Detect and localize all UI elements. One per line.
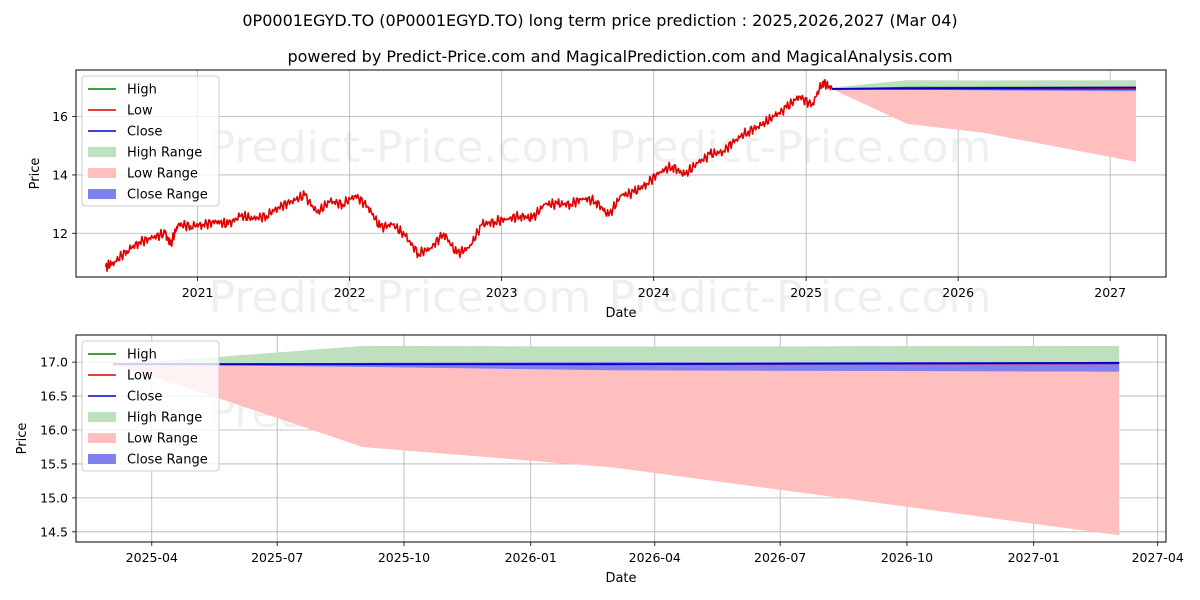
plot-frame <box>75 334 1167 543</box>
low-range-band <box>113 364 1120 536</box>
watermark-text: Predict-Price.com <box>609 122 992 173</box>
legend-box <box>81 340 220 472</box>
y-tick-label: 15.0 <box>40 490 68 505</box>
legend-swatch <box>88 454 116 464</box>
legend-label: Low Range <box>127 167 198 182</box>
x-tick-label: 2022 <box>334 285 366 300</box>
legend-label: Low <box>127 104 153 119</box>
legend-label: High <box>127 348 157 363</box>
legend-label: Close Range <box>127 188 208 203</box>
y-tick-label: 16.0 <box>40 423 68 438</box>
legend-label: Low Range <box>127 432 198 447</box>
forecast-panel: Predict-Price.comPredict-Price.com2025-0… <box>15 334 1184 586</box>
x-tick-label: 2027-04 <box>1132 550 1184 565</box>
x-tick-label: 2027 <box>1094 285 1126 300</box>
x-tick-label: 2026 <box>942 285 974 300</box>
x-tick-label: 2026-01 <box>505 550 557 565</box>
chart-title: 0P0001EGYD.TO (0P0001EGYD.TO) long term … <box>242 11 957 30</box>
legend-swatch <box>88 147 116 157</box>
x-tick-label: 2027-01 <box>1008 550 1060 565</box>
x-tick-label: 2023 <box>486 285 518 300</box>
x-axis-label: Date <box>605 306 636 321</box>
y-tick-label: 14 <box>52 167 68 182</box>
x-tick-label: 2024 <box>638 285 670 300</box>
legend-label: High Range <box>127 146 202 161</box>
legend-label: Close Range <box>127 453 208 468</box>
legend-label: Close <box>127 125 162 140</box>
x-axis-label: Date <box>605 571 636 586</box>
x-tick-label: 2025-04 <box>126 550 178 565</box>
watermark-text: Predict-Price.com <box>209 272 592 323</box>
legend-label: High <box>127 83 157 98</box>
x-tick-label: 2026-10 <box>881 550 933 565</box>
y-axis-label: Price <box>15 423 30 455</box>
y-axis-label: Price <box>28 158 43 190</box>
y-tick-label: 14.5 <box>40 524 68 539</box>
x-tick-label: 2025-07 <box>251 550 303 565</box>
forecast-close-line <box>831 86 1137 90</box>
legend-swatch <box>88 189 116 199</box>
legend-label: High Range <box>127 411 202 426</box>
y-tick-label: 15.5 <box>40 456 68 471</box>
x-tick-label: 2021 <box>182 285 214 300</box>
x-tick-label: 2026-07 <box>754 550 806 565</box>
y-tick-label: 17.0 <box>40 355 68 370</box>
legend-swatch <box>88 412 116 422</box>
legend-swatch <box>88 433 116 443</box>
high-range-band <box>113 345 1120 365</box>
long-term-panel: Predict-Price.com Predict-Price.com Predic… <box>28 69 1167 323</box>
low-range-band <box>831 88 1137 162</box>
y-tick-label: 16 <box>52 109 68 124</box>
chart-subtitle: powered by Predict-Price.com and Magical… <box>287 47 952 66</box>
history-low-line <box>104 79 833 272</box>
legend-label: Low <box>127 369 153 384</box>
plot-frame <box>75 69 1167 278</box>
x-tick-label: 2025-10 <box>378 550 430 565</box>
watermark-text: Predict-Price.com <box>609 272 992 323</box>
legend-box <box>81 75 220 207</box>
legend-label: Close <box>127 390 162 405</box>
x-tick-label: 2025 <box>790 285 822 300</box>
legend-swatch <box>88 168 116 178</box>
y-tick-label: 16.5 <box>40 389 68 404</box>
watermark-text: Predict-Price.com <box>209 122 592 173</box>
x-tick-label: 2026-04 <box>629 550 681 565</box>
y-tick-label: 12 <box>52 226 68 241</box>
